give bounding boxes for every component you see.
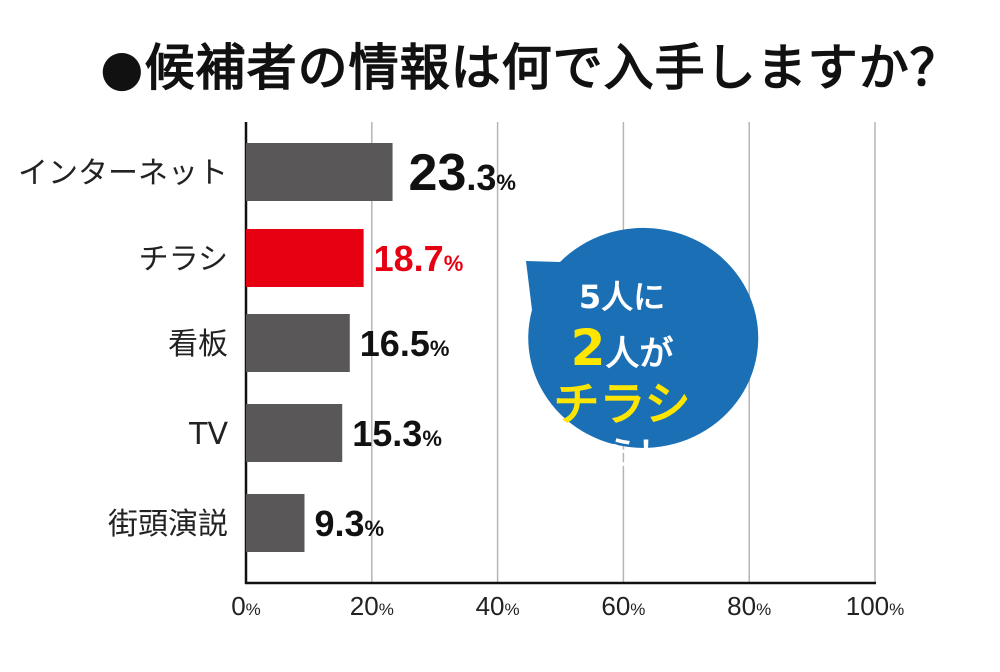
category-label: インターネット bbox=[18, 156, 228, 191]
category-label: 看板 bbox=[168, 327, 228, 362]
x-tick-label: 40% bbox=[476, 591, 520, 621]
callout-number: 2 bbox=[570, 319, 606, 377]
callout-line2: 2人が bbox=[507, 323, 737, 373]
callout-bubble-shape bbox=[526, 227, 759, 448]
value-label: 16.5% bbox=[360, 323, 450, 364]
value-label: 18.7% bbox=[374, 238, 464, 279]
callout-line4: から！ bbox=[573, 434, 670, 472]
x-tick-label: 80% bbox=[727, 591, 771, 621]
bar bbox=[246, 314, 350, 372]
bar bbox=[246, 404, 343, 462]
bar bbox=[246, 143, 393, 201]
callout-line3: チラシ bbox=[553, 377, 691, 431]
category-label: チラシ bbox=[139, 242, 228, 277]
chart-title: ●候補者の情報は何で入手しますか？ bbox=[100, 39, 961, 97]
category-label: TV bbox=[188, 417, 228, 452]
callout-text: 5人に 2人が チラシ から！ bbox=[507, 265, 737, 469]
x-tick-label: 60% bbox=[601, 591, 645, 621]
category-label: 街頭演説 bbox=[108, 507, 228, 542]
value-label: 15.3% bbox=[352, 413, 442, 454]
bar bbox=[246, 229, 364, 287]
x-tick-label: 20% bbox=[350, 591, 394, 621]
x-tick-label: 100% bbox=[846, 591, 905, 621]
value-label: 23.3% bbox=[409, 144, 516, 202]
x-tick-label: 0% bbox=[231, 591, 261, 621]
callout-line1: 5人に bbox=[578, 278, 666, 316]
value-label: 9.3% bbox=[314, 503, 384, 544]
callout-line2-rest: 人が bbox=[605, 334, 674, 374]
bar bbox=[246, 494, 305, 552]
